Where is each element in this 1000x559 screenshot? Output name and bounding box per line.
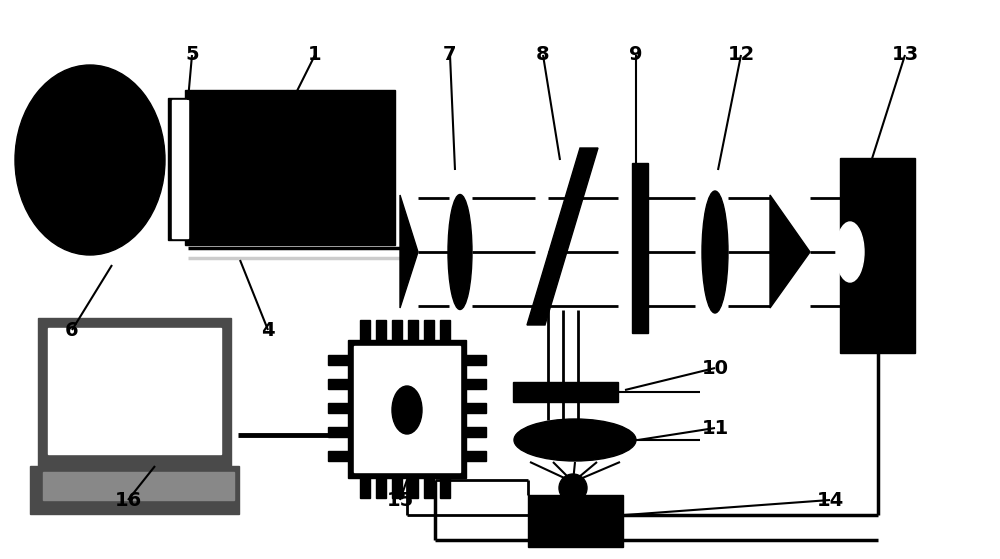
Ellipse shape [392,386,422,434]
Text: 11: 11 [701,419,729,438]
Bar [354,346,460,472]
Text: 16: 16 [114,490,142,509]
Text: 1: 1 [308,45,322,64]
Text: 8: 8 [536,45,550,64]
Text: 12: 12 [727,45,755,64]
Bar [43,472,234,500]
Polygon shape [38,318,231,466]
Ellipse shape [15,65,165,255]
Bar [376,478,386,498]
Bar [328,427,348,437]
Bar [466,451,486,461]
Text: 10: 10 [702,358,728,377]
Ellipse shape [559,474,587,502]
Bar [840,158,915,353]
Text: 7: 7 [443,45,457,64]
Bar [348,340,466,478]
Polygon shape [172,100,188,238]
Bar [392,320,402,340]
Polygon shape [30,466,239,514]
Bar [392,478,402,498]
Text: 5: 5 [185,45,199,64]
Bar [466,355,486,365]
Bar [328,451,348,461]
Bar [513,382,618,402]
Text: 14: 14 [816,490,844,509]
Ellipse shape [514,419,636,461]
Text: 6: 6 [65,320,79,339]
Bar [466,379,486,389]
Ellipse shape [448,195,472,310]
Polygon shape [770,195,810,308]
Polygon shape [527,148,598,325]
Bar [376,320,386,340]
Polygon shape [400,195,418,308]
Bar [424,478,434,498]
Bar [360,478,370,498]
Bar [466,403,486,413]
Ellipse shape [702,191,728,313]
Bar [328,403,348,413]
Text: 15: 15 [386,490,414,509]
Bar [528,495,623,547]
Bar [440,478,450,498]
Polygon shape [168,98,192,240]
Bar [424,320,434,340]
Bar [48,328,221,454]
Polygon shape [185,90,395,245]
Text: 9: 9 [629,45,643,64]
Text: 4: 4 [261,320,275,339]
Bar [440,320,450,340]
Ellipse shape [836,222,864,282]
Bar [632,163,648,333]
Bar [408,478,418,498]
Text: 13: 13 [891,45,919,64]
Bar [360,320,370,340]
Bar [328,379,348,389]
Bar [408,320,418,340]
Bar [328,355,348,365]
Bar [466,427,486,437]
